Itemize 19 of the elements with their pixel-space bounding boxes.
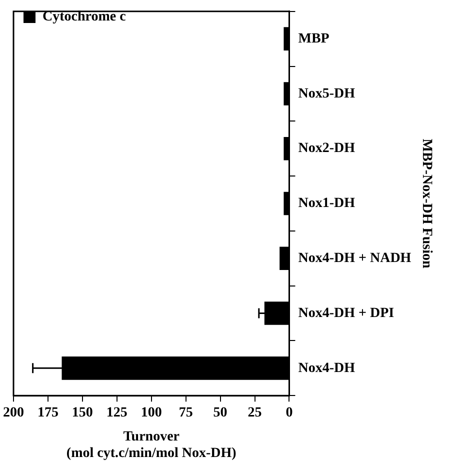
x-tick-label: 150 [72,406,93,421]
x-tick-label: 25 [248,406,262,421]
y-tick-label: Nox4-DH + DPI [298,306,394,321]
x-tick-label: 125 [106,406,128,421]
x-tick-label: 0 [286,406,293,421]
y-tick-label: Nox2-DH [298,141,356,156]
y-tick-label: Nox4-DH [298,360,356,376]
x-tick-label: 200 [3,406,24,421]
y-tick-label: Nox4-DH + NADH [298,250,412,266]
y-tick-label: MBP [298,31,330,46]
x-tick-label: 75 [178,406,193,421]
y-axis-title: MBP-Nox-DH Fusion [418,138,434,268]
x-tick-label: 100 [140,406,162,421]
y-tick-label: Nox1-DH [298,196,356,212]
x-tick-label: 175 [37,406,58,421]
x-axis-title: Turnover (mol cyt.c/min/mol Nox-DH) [66,429,237,462]
legend-label: Cytochrome c [42,10,126,25]
x-tick-label: 50 [213,406,228,421]
y-tick-label: Nox5-DH [298,86,356,102]
